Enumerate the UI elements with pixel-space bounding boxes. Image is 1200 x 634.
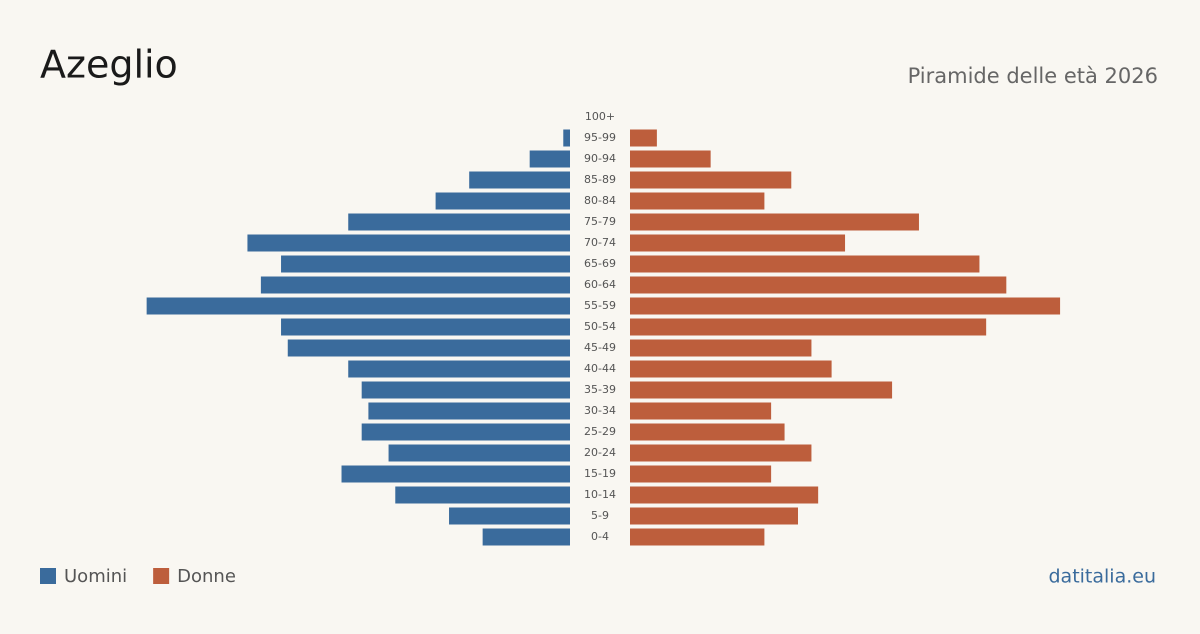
bar [630, 528, 765, 546]
bar [630, 255, 980, 273]
bar [287, 339, 570, 357]
bar [146, 297, 570, 315]
bar [630, 360, 832, 378]
bar [630, 171, 792, 189]
age-label: 100+ [585, 110, 615, 123]
age-label: 40-44 [584, 362, 616, 375]
chart-subtitle: Piramide delle età 2026 [908, 64, 1158, 88]
bar [281, 255, 570, 273]
age-label: 10-14 [584, 488, 616, 501]
age-label: 75-79 [584, 215, 616, 228]
bar [630, 339, 812, 357]
source-link[interactable]: datitalia.eu [1049, 566, 1157, 588]
age-label: 55-59 [584, 299, 616, 312]
legend-label: Donne [177, 566, 236, 587]
bar [260, 276, 570, 294]
bar [368, 402, 570, 420]
age-label: 0-4 [591, 530, 609, 543]
bar [630, 276, 1007, 294]
age-label: 50-54 [584, 320, 616, 333]
age-label: 30-34 [584, 404, 616, 417]
legend-label: Uomini [64, 566, 127, 587]
bar [630, 381, 893, 399]
age-label: 20-24 [584, 446, 616, 459]
age-label: 5-9 [591, 509, 609, 522]
bar [281, 318, 570, 336]
bar [630, 150, 711, 168]
age-label: 60-64 [584, 278, 616, 291]
age-label: 80-84 [584, 194, 616, 207]
bar [630, 465, 772, 483]
bar [435, 192, 570, 210]
bar [630, 129, 657, 147]
age-label: 90-94 [584, 152, 616, 165]
age-label: 45-49 [584, 341, 616, 354]
age-label: 70-74 [584, 236, 616, 249]
bar [395, 486, 570, 504]
legend-swatch [153, 568, 170, 584]
bar [361, 381, 570, 399]
bar [630, 318, 987, 336]
age-label: 65-69 [584, 257, 616, 270]
legend-swatch [40, 568, 56, 584]
bar [630, 297, 1061, 315]
age-label: 95-99 [584, 131, 616, 144]
bar [247, 234, 570, 252]
bar [630, 486, 819, 504]
bar [630, 423, 785, 441]
bar [630, 213, 919, 231]
age-label: 85-89 [584, 173, 616, 186]
age-label: 25-29 [584, 425, 616, 438]
bar [630, 507, 798, 525]
bar [348, 360, 570, 378]
bar [361, 423, 570, 441]
bar [469, 171, 570, 189]
age-label: 35-39 [584, 383, 616, 396]
chart-title: Azeglio [40, 43, 178, 87]
bar [388, 444, 570, 462]
bar [630, 234, 846, 252]
bar [341, 465, 570, 483]
bar [630, 192, 765, 210]
bar [563, 129, 570, 147]
age-label: 15-19 [584, 467, 616, 480]
bar [630, 444, 812, 462]
bar [348, 213, 570, 231]
bar [529, 150, 570, 168]
bar [449, 507, 570, 525]
bar [630, 402, 772, 420]
bar [482, 528, 570, 546]
